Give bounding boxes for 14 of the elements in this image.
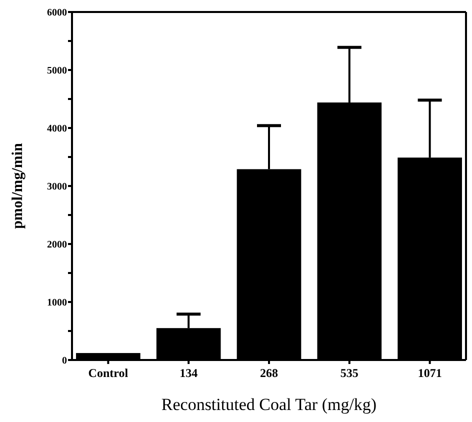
x-tick-label: 268 — [260, 366, 278, 380]
y-tick-label: 2000 — [47, 240, 67, 250]
y-tick-label: 5000 — [47, 66, 67, 76]
x-tick-label: 535 — [340, 366, 358, 380]
x-tick-label: Control — [88, 366, 129, 380]
y-tick-label: 3000 — [47, 182, 67, 192]
y-tick-label: 4000 — [47, 124, 67, 134]
y-axis-title: pmol/mg/min — [10, 142, 26, 229]
x-tick-label: 1071 — [418, 366, 442, 380]
x-axis-title: Reconstituted Coal Tar (mg/kg) — [161, 395, 377, 414]
x-tick-label: 134 — [180, 366, 198, 380]
y-tick-label: 0 — [62, 356, 67, 366]
y-tick-label: 6000 — [47, 8, 67, 18]
y-tick-label: 1000 — [47, 298, 67, 308]
